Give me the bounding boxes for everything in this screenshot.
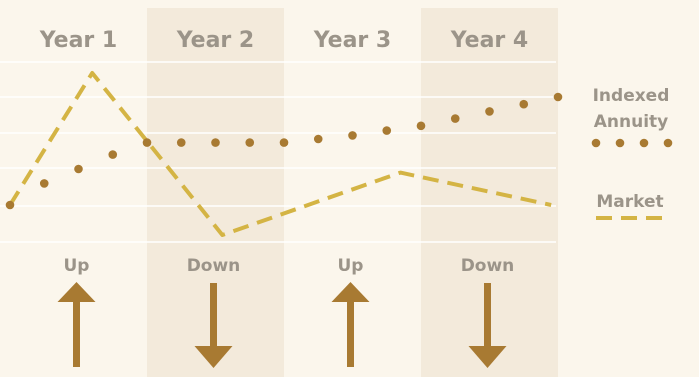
legend-label-market: Market — [596, 192, 663, 212]
annuity-point-13 — [450, 114, 460, 123]
year-bands — [147, 8, 558, 377]
annuity-point-2 — [74, 164, 83, 174]
legend: Indexed Annuity Market — [591, 86, 673, 220]
movement-label-4: Down — [461, 256, 515, 276]
movement-label-3: Up — [338, 256, 364, 276]
up-arrow-icon-3 — [331, 282, 370, 367]
annuity-point-0 — [5, 200, 15, 210]
annuity-point-15 — [519, 99, 529, 109]
annuity-point-1 — [39, 179, 49, 188]
arrow-head — [331, 282, 370, 302]
arrow-shaft — [73, 300, 80, 367]
year-headers: Year 1 Year 2 Year 3 Year 4 — [39, 28, 529, 53]
annuity-point-11 — [382, 126, 392, 135]
annuity-point-9 — [313, 134, 323, 144]
annuity-point-14 — [485, 107, 494, 116]
legend-annuity-dot-2 — [639, 138, 649, 148]
legend-annuity-dot-0 — [591, 138, 601, 148]
annuity-point-6 — [211, 138, 220, 147]
annuity-point-3 — [108, 150, 118, 159]
down-arrow-icon-4 — [468, 283, 507, 368]
annuity-point-12 — [416, 121, 426, 131]
arrow-head — [194, 346, 233, 368]
year-header-4: Year 4 — [450, 28, 529, 53]
annuity-point-16 — [553, 92, 563, 102]
up-arrow-icon-1 — [57, 282, 96, 367]
movement-label-2: Down — [187, 256, 241, 276]
arrow-head — [468, 346, 507, 368]
legend-annuity-dot-1 — [615, 138, 625, 148]
arrow-shaft — [210, 283, 217, 347]
series-indexed-annuity — [5, 92, 563, 210]
legend-label-annuity-1: Annuity — [594, 112, 669, 132]
annuity-point-7 — [245, 138, 255, 147]
movement-labels: Up Down Up Down — [64, 256, 515, 276]
year-header-3: Year 3 — [313, 28, 392, 53]
annuity-point-4 — [142, 138, 152, 147]
year-header-2: Year 2 — [176, 28, 255, 53]
gridlines — [0, 61, 556, 243]
arrow-head — [57, 282, 96, 302]
annuity-point-5 — [176, 138, 186, 147]
arrow-shaft — [347, 300, 354, 367]
year-header-1: Year 1 — [39, 28, 118, 53]
annuity-point-8 — [279, 138, 289, 147]
annuity-point-10 — [348, 131, 357, 140]
down-arrow-icon-2 — [194, 283, 233, 368]
series-market — [8, 71, 552, 237]
movement-arrows — [57, 282, 507, 368]
market-line — [8, 71, 552, 237]
legend-label-annuity-0: Indexed — [593, 86, 670, 106]
arrow-shaft — [484, 283, 491, 347]
legend-annuity-dot-3 — [663, 138, 673, 148]
movement-label-1: Up — [64, 256, 90, 276]
